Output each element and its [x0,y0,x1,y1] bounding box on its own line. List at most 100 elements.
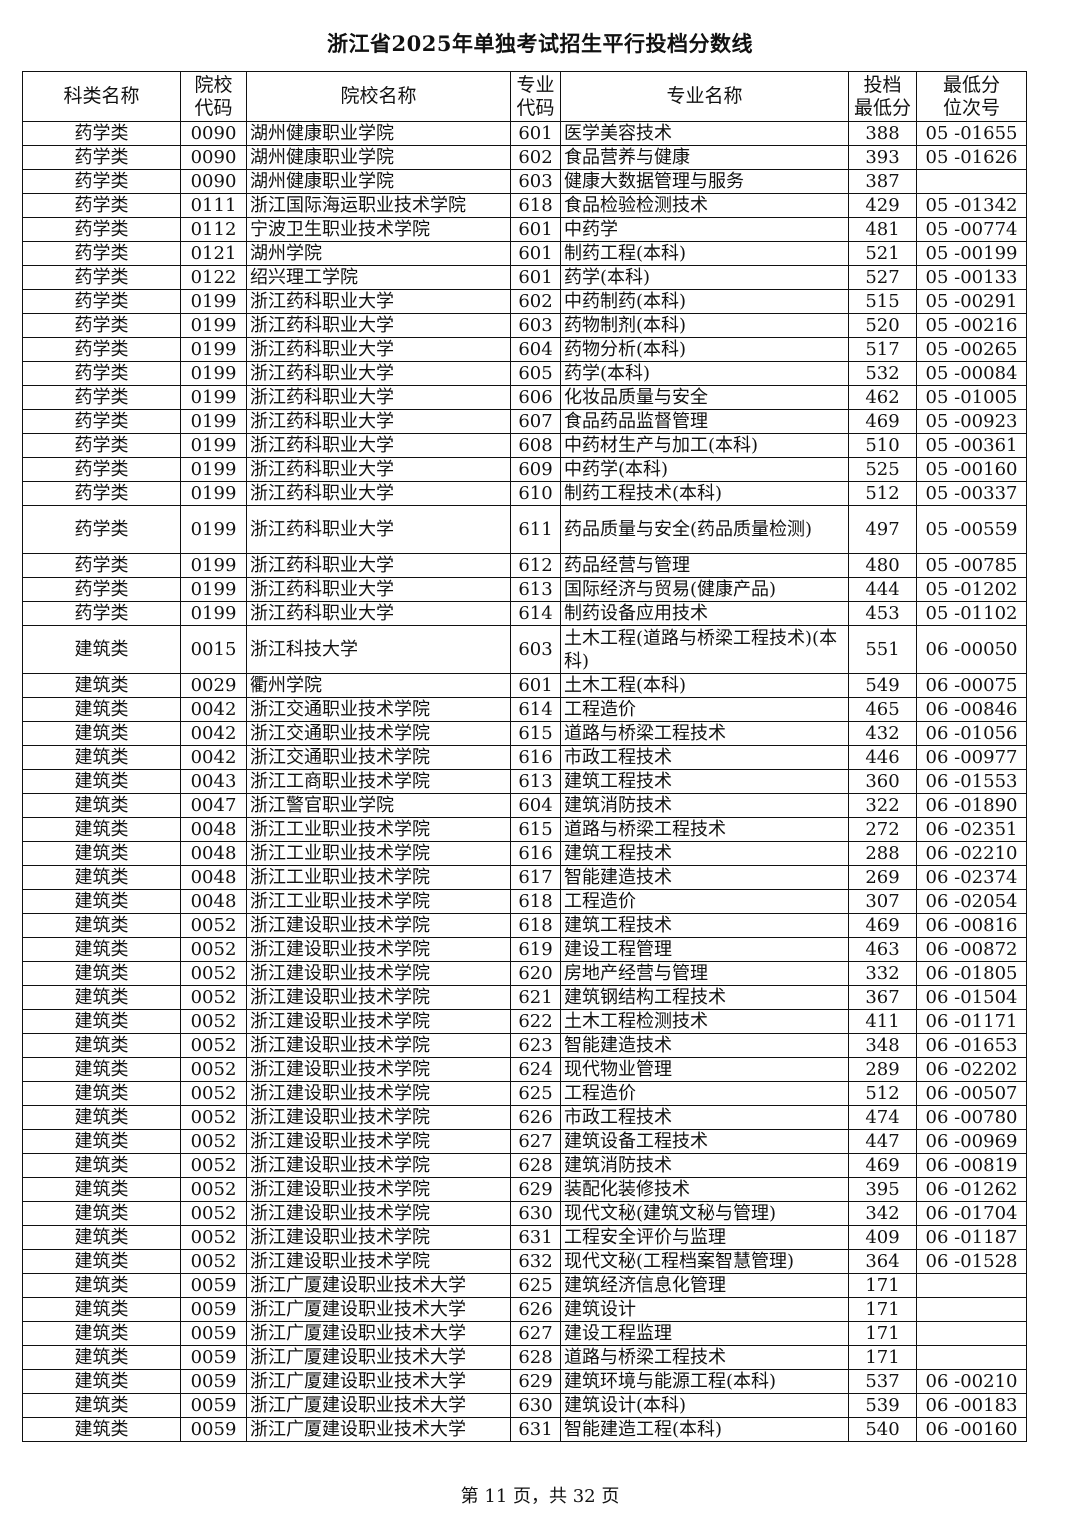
cell-major-name: 建筑工程技术 [560,913,849,938]
cell-min-score: 520 [848,313,917,338]
cell-min-score: 521 [848,241,917,266]
table-row: 药学类 0199 浙江药科职业大学 602 中药制药(本科) 515 05 -00291 [22,289,1027,314]
cell-school-name: 浙江建设职业技术学院 [246,1057,511,1082]
table-row: 建筑类 0052 浙江建设职业技术学院 631 工程安全评价与监理 409 06 -0118… [22,1225,1027,1250]
cell-school-name: 浙江建设职业技术学院 [246,1081,511,1106]
cell-min-score: 332 [848,961,917,986]
cell-min-rank: 06 -01504 [916,985,1027,1010]
cell-min-rank: 06 -00075 [916,673,1027,698]
cell-major-name: 药学(本科) [560,265,849,290]
cell-school-code: 0199 [180,553,247,578]
cell-major-name: 装配化装修技术 [560,1177,849,1202]
cell-major-name: 化妆品质量与安全 [560,385,849,410]
cell-category: 建筑类 [22,913,181,938]
cell-category: 药学类 [22,409,181,434]
cell-min-score: 348 [848,1033,917,1058]
cell-category: 建筑类 [22,1393,181,1418]
cell-min-rank: 06 -01890 [916,793,1027,818]
cell-category: 建筑类 [22,1057,181,1082]
table-row: 建筑类 0048 浙江工业职业技术学院 617 智能建造技术 269 06 -02374 [22,865,1027,890]
table-row: 建筑类 0048 浙江工业职业技术学院 615 道路与桥梁工程技术 272 06 -0235… [22,817,1027,842]
cell-min-score: 532 [848,361,917,386]
cell-category: 建筑类 [22,1081,181,1106]
table-row: 药学类 0199 浙江药科职业大学 610 制药工程技术(本科) 512 05 -00337 [22,481,1027,506]
cell-major-name: 食品药品监督管理 [560,409,849,434]
cell-school-code: 0112 [180,217,247,242]
table-row: 药学类 0122 绍兴理工学院 601 药学(本科) 527 05 -00133 [22,265,1027,290]
cell-school-code: 0090 [180,121,247,146]
cell-major-code: 602 [510,289,561,314]
cell-school-name: 浙江警官职业学院 [246,793,511,818]
cell-category: 药学类 [22,241,181,266]
table-row: 建筑类 0043 浙江工商职业技术学院 613 建筑工程技术 360 06 -01553 [22,769,1027,794]
table-row: 建筑类 0059 浙江广厦建设职业技术大学 625 建筑经济信息化管理 171 [22,1273,1027,1298]
cell-major-name: 现代物业管理 [560,1057,849,1082]
cell-category: 药学类 [22,193,181,218]
header-school-name: 院校名称 [246,71,511,122]
cell-category: 建筑类 [22,961,181,986]
cell-school-code: 0090 [180,169,247,194]
cell-school-code: 0059 [180,1297,247,1322]
cell-major-name: 现代文秘(建筑文秘与管理) [560,1201,849,1226]
cell-category: 建筑类 [22,1321,181,1346]
cell-school-code: 0199 [180,409,247,434]
cell-min-rank: 06 -01528 [916,1249,1027,1274]
cell-major-code: 617 [510,865,561,890]
cell-min-score: 367 [848,985,917,1010]
cell-major-code: 613 [510,577,561,602]
table-row: 建筑类 0059 浙江广厦建设职业技术大学 626 建筑设计 171 [22,1297,1027,1322]
cell-major-code: 627 [510,1321,561,1346]
table-row: 药学类 0199 浙江药科职业大学 614 制药设备应用技术 453 05 -01102 [22,601,1027,626]
cell-school-name: 浙江药科职业大学 [246,601,511,626]
cell-major-code: 608 [510,433,561,458]
cell-school-name: 绍兴理工学院 [246,265,511,290]
cell-min-score: 469 [848,1153,917,1178]
table-row: 药学类 0090 湖州健康职业学院 602 食品营养与健康 393 05 -01626 [22,145,1027,170]
cell-major-code: 629 [510,1369,561,1394]
cell-min-rank: 05 -00199 [916,241,1027,266]
cell-major-code: 601 [510,217,561,242]
cell-min-rank: 06 -01171 [916,1009,1027,1034]
cell-min-rank: 05 -01626 [916,145,1027,170]
table-row: 药学类 0199 浙江药科职业大学 612 药品经营与管理 480 05 -00785 [22,553,1027,578]
cell-min-score: 497 [848,505,917,554]
cell-school-code: 0059 [180,1273,247,1298]
cell-school-name: 浙江广厦建设职业技术大学 [246,1297,511,1322]
cell-min-rank: 05 -00923 [916,409,1027,434]
cell-major-code: 632 [510,1249,561,1274]
cell-school-name: 浙江工业职业技术学院 [246,865,511,890]
cell-category: 药学类 [22,457,181,482]
cell-major-code: 613 [510,769,561,794]
cell-major-code: 610 [510,481,561,506]
cell-school-name: 浙江建设职业技术学院 [246,961,511,986]
cell-min-rank: 06 -01653 [916,1033,1027,1058]
cell-school-code: 0042 [180,721,247,746]
cell-major-code: 620 [510,961,561,986]
cell-min-rank: 06 -00816 [916,913,1027,938]
cell-major-name: 健康大数据管理与服务 [560,169,849,194]
table-row: 建筑类 0059 浙江广厦建设职业技术大学 630 建筑设计(本科) 539 06 -001… [22,1393,1027,1418]
table-row: 建筑类 0042 浙江交通职业技术学院 614 工程造价 465 06 -00846 [22,697,1027,722]
table-row: 建筑类 0052 浙江建设职业技术学院 626 市政工程技术 474 06 -00780 [22,1105,1027,1130]
cell-min-rank: 06 -01056 [916,721,1027,746]
cell-school-name: 浙江广厦建设职业技术大学 [246,1321,511,1346]
table-row: 建筑类 0052 浙江建设职业技术学院 619 建设工程管理 463 06 -00872 [22,937,1027,962]
cell-min-rank: 06 -00183 [916,1393,1027,1418]
table-row: 建筑类 0052 浙江建设职业技术学院 623 智能建造技术 348 06 -01653 [22,1033,1027,1058]
cell-school-code: 0059 [180,1369,247,1394]
cell-category: 药学类 [22,385,181,410]
cell-min-score: 537 [848,1369,917,1394]
cell-major-name: 中药学(本科) [560,457,849,482]
cell-major-code: 614 [510,601,561,626]
cell-school-name: 浙江交通职业技术学院 [246,697,511,722]
cell-school-name: 浙江交通职业技术学院 [246,721,511,746]
cell-school-code: 0047 [180,793,247,818]
cell-major-code: 601 [510,241,561,266]
cell-min-rank [916,1297,1027,1322]
cell-school-code: 0059 [180,1345,247,1370]
cell-category: 建筑类 [22,1009,181,1034]
cell-major-name: 建筑钢结构工程技术 [560,985,849,1010]
cell-category: 建筑类 [22,937,181,962]
header-category: 科类名称 [22,71,181,122]
cell-category: 建筑类 [22,1273,181,1298]
